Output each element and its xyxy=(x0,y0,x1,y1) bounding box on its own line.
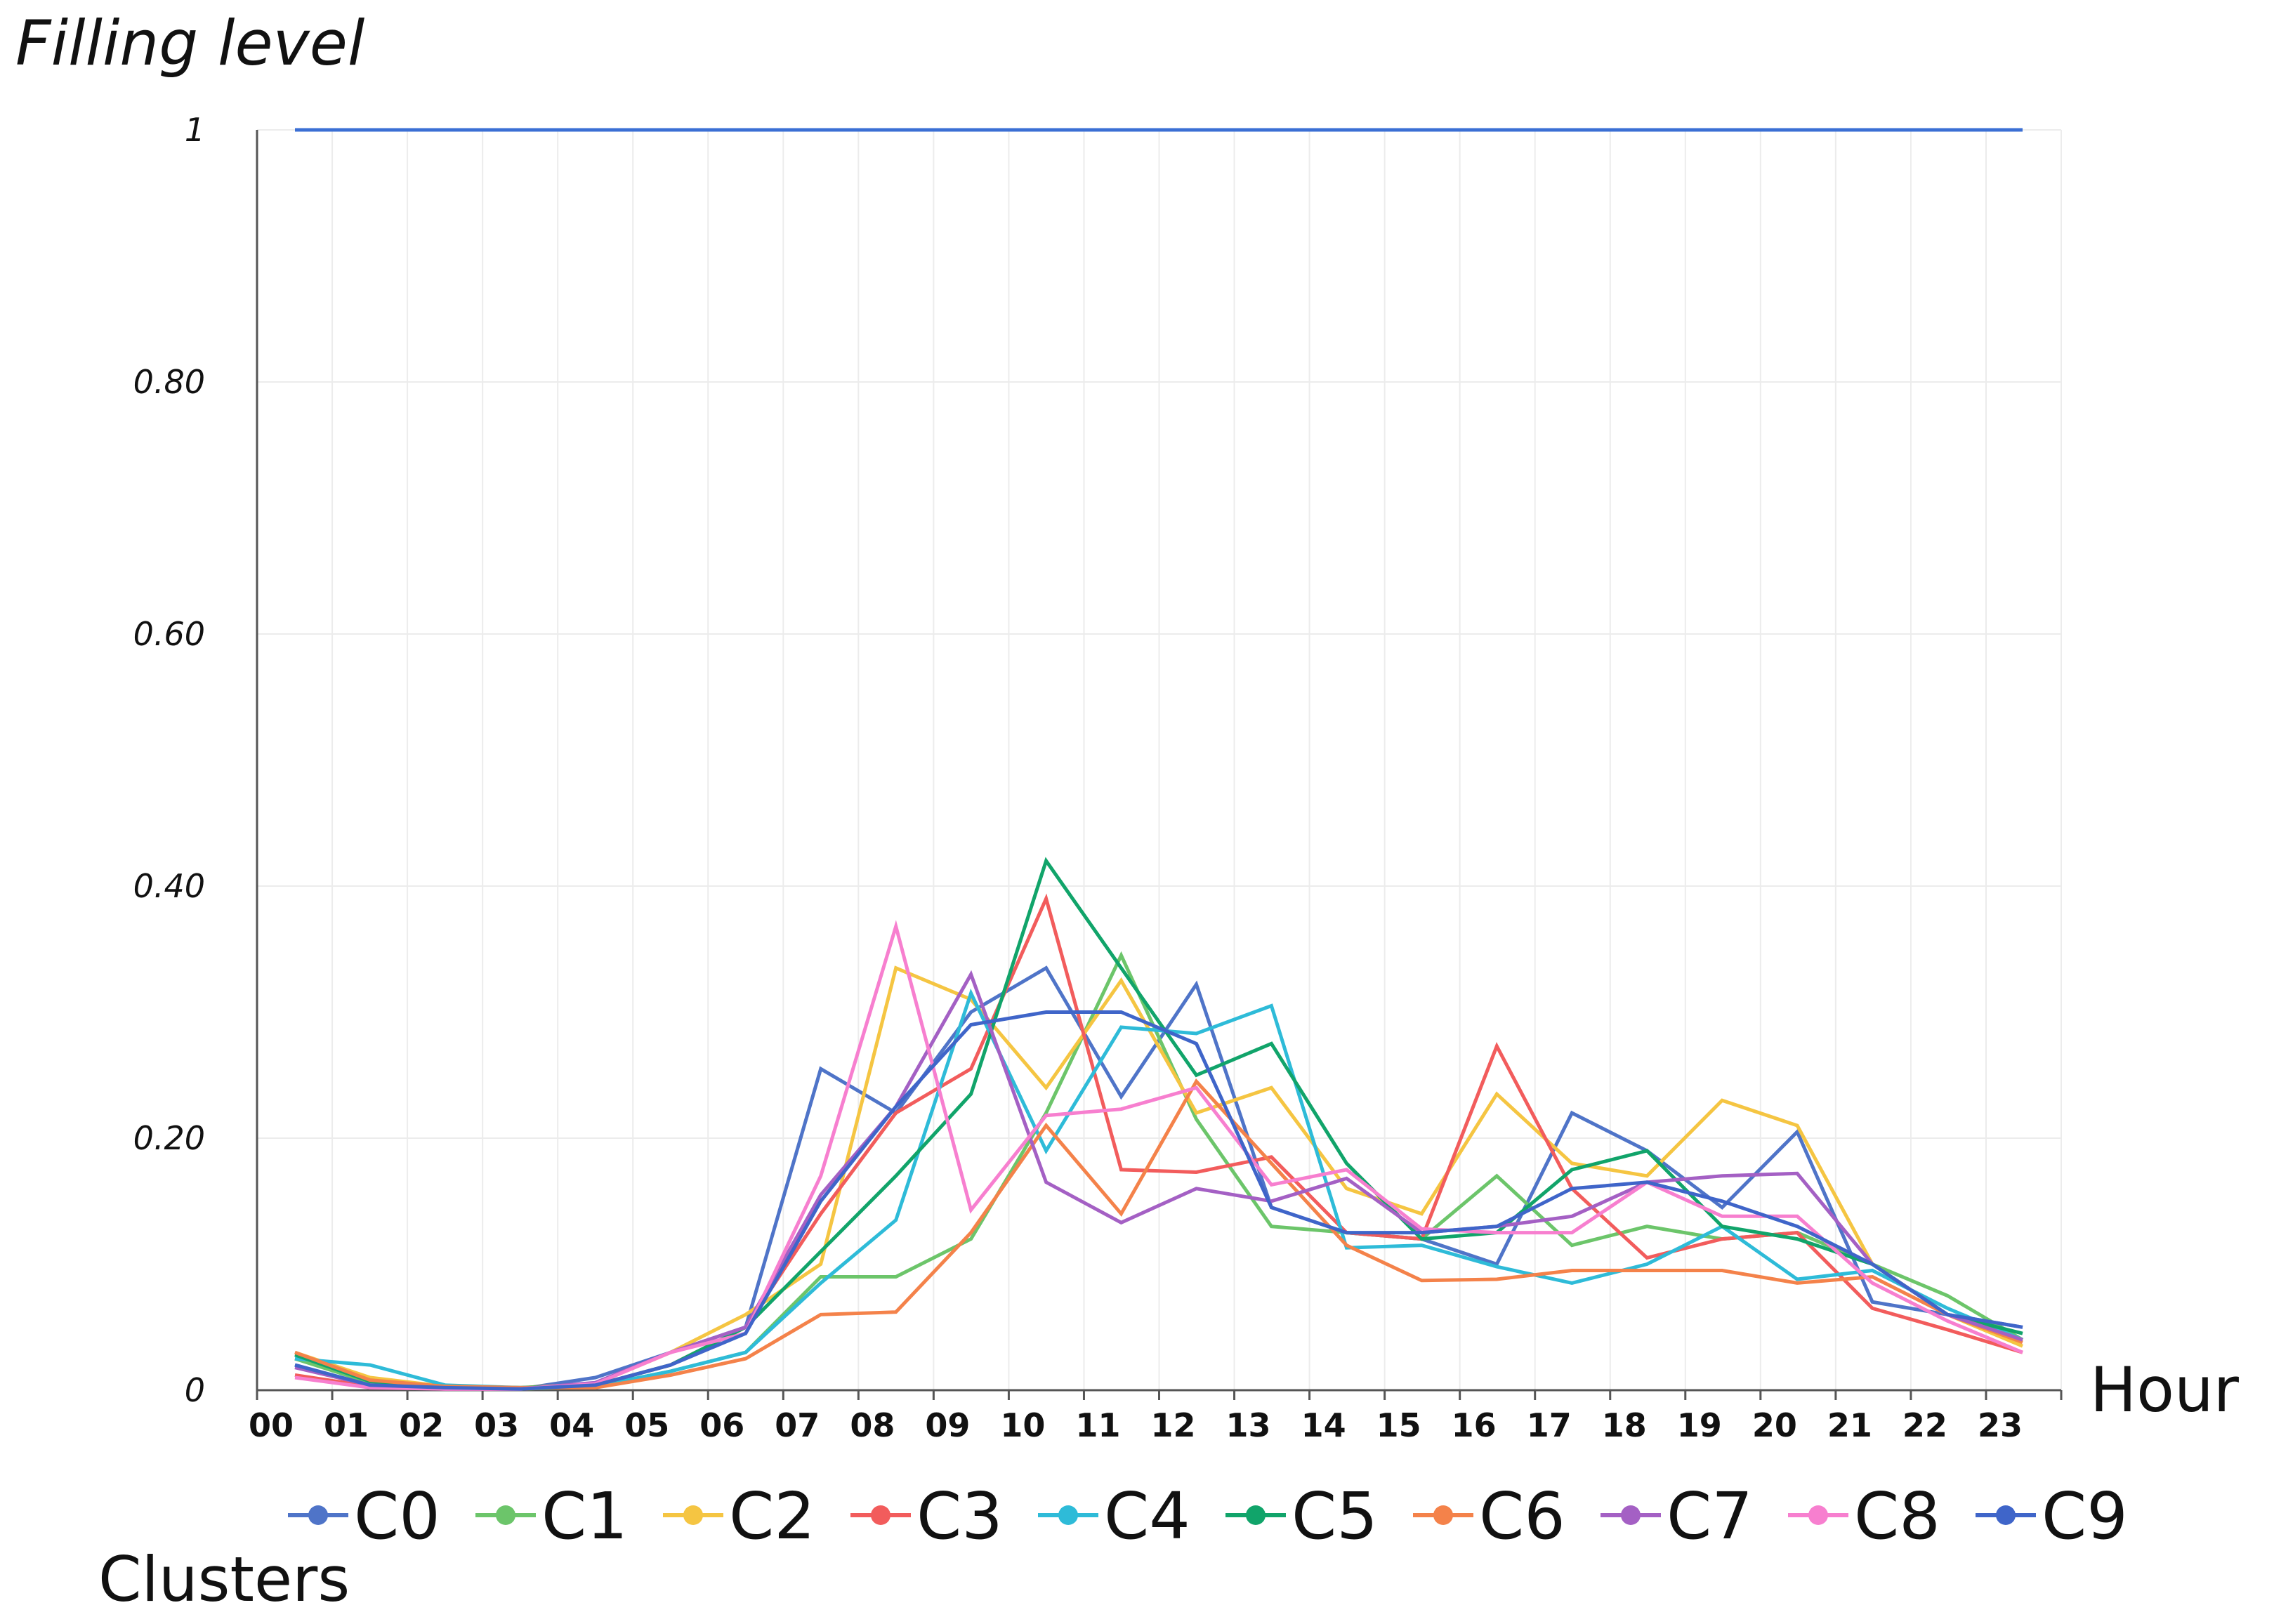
legend-marker xyxy=(1808,1505,1828,1525)
y-tick-label: 0.40 xyxy=(133,867,205,905)
x-tick-label: 04 xyxy=(549,1406,594,1444)
y-tick-label: 0 xyxy=(185,1371,205,1409)
legend-label: C4 xyxy=(1104,1479,1190,1554)
x-tick-label: 11 xyxy=(1075,1406,1120,1444)
y-tick-label: 1 xyxy=(185,111,205,149)
legend: C0 C1 C2 C3 C4 C5 C6 C7 C8 C9 xyxy=(288,1479,2128,1554)
legend-marker xyxy=(1996,1505,2016,1525)
y-tick-label: 0.80 xyxy=(133,363,205,401)
legend-item-c0: C0 xyxy=(288,1479,440,1554)
legend-item-c1: C1 xyxy=(475,1479,628,1554)
legend-label: C3 xyxy=(916,1479,1003,1554)
x-tick-label: 22 xyxy=(1902,1406,1947,1444)
x-tick-label: 02 xyxy=(399,1406,444,1444)
x-tick-label: 05 xyxy=(624,1406,669,1444)
y-tick-label: 0.20 xyxy=(133,1119,205,1157)
y-tick-label: 0.60 xyxy=(133,615,205,653)
legend-marker xyxy=(1246,1505,1266,1525)
x-tick-label: 17 xyxy=(1527,1406,1572,1444)
x-tick-label: 09 xyxy=(925,1406,970,1444)
x-tick-label: 20 xyxy=(1752,1406,1797,1444)
legend-label: C2 xyxy=(729,1479,815,1554)
legend-marker xyxy=(496,1505,515,1525)
legend-marker xyxy=(1433,1505,1453,1525)
legend-marker xyxy=(871,1505,890,1525)
x-tick-labels: 00 01 02 03 04 05 06 07 08 09 10 11 12 13 14 15 16 17 18 19… xyxy=(249,1406,2023,1444)
legend-item-c8: C8 xyxy=(1788,1479,1940,1554)
x-tick-label: 00 xyxy=(249,1406,294,1444)
x-tick-label: 16 xyxy=(1452,1406,1497,1444)
legend-label: C6 xyxy=(1479,1479,1565,1554)
legend-item-c9: C9 xyxy=(1976,1479,2128,1554)
series-line-c9 xyxy=(294,1010,2023,1391)
x-tick-label: 01 xyxy=(324,1406,369,1444)
x-axis-title: Hour xyxy=(2090,1354,2240,1426)
legend-label: C0 xyxy=(354,1479,440,1554)
x-tick-label: 07 xyxy=(775,1406,820,1444)
axes xyxy=(256,130,2063,1400)
legend-item-c5: C5 xyxy=(1225,1479,1378,1554)
x-tick-label: 06 xyxy=(699,1406,744,1444)
legend-label: C9 xyxy=(2042,1479,2128,1554)
legend-marker xyxy=(1621,1505,1641,1525)
y-axis-title: Filling level xyxy=(15,7,365,79)
x-tick-label: 21 xyxy=(1827,1406,1872,1444)
y-tick-labels: 0 0.20 0.40 0.60 0.80 1 xyxy=(133,111,205,1409)
x-tick-label: 18 xyxy=(1602,1406,1647,1444)
x-tick-label: 15 xyxy=(1376,1406,1421,1444)
legend-label: C1 xyxy=(541,1479,628,1554)
x-tick-label: 23 xyxy=(1978,1406,2023,1444)
legend-label: C8 xyxy=(1854,1479,1940,1554)
legend-item-c3: C3 xyxy=(850,1479,1003,1554)
grid xyxy=(256,129,2062,1391)
x-tick-label: 10 xyxy=(1000,1406,1045,1444)
legend-title: Clusters xyxy=(98,1543,350,1616)
x-tick-label: 03 xyxy=(474,1406,519,1444)
legend-marker xyxy=(1058,1505,1078,1525)
x-tick-label: 19 xyxy=(1677,1406,1722,1444)
legend-marker xyxy=(683,1505,703,1525)
legend-item-c2: C2 xyxy=(663,1479,815,1554)
legend-item-c6: C6 xyxy=(1413,1479,1565,1554)
legend-item-c7: C7 xyxy=(1601,1479,1753,1554)
series-line-c6 xyxy=(294,1078,2023,1389)
legend-label: C7 xyxy=(1667,1479,1753,1554)
series-lines xyxy=(294,857,2024,1391)
x-tick-label: 14 xyxy=(1301,1406,1346,1444)
legend-marker xyxy=(308,1505,328,1525)
legend-item-c4: C4 xyxy=(1038,1479,1190,1554)
x-tick-label: 08 xyxy=(850,1406,895,1444)
legend-label: C5 xyxy=(1292,1479,1378,1554)
x-tick-label: 13 xyxy=(1226,1406,1271,1444)
x-tick-label: 12 xyxy=(1150,1406,1195,1444)
